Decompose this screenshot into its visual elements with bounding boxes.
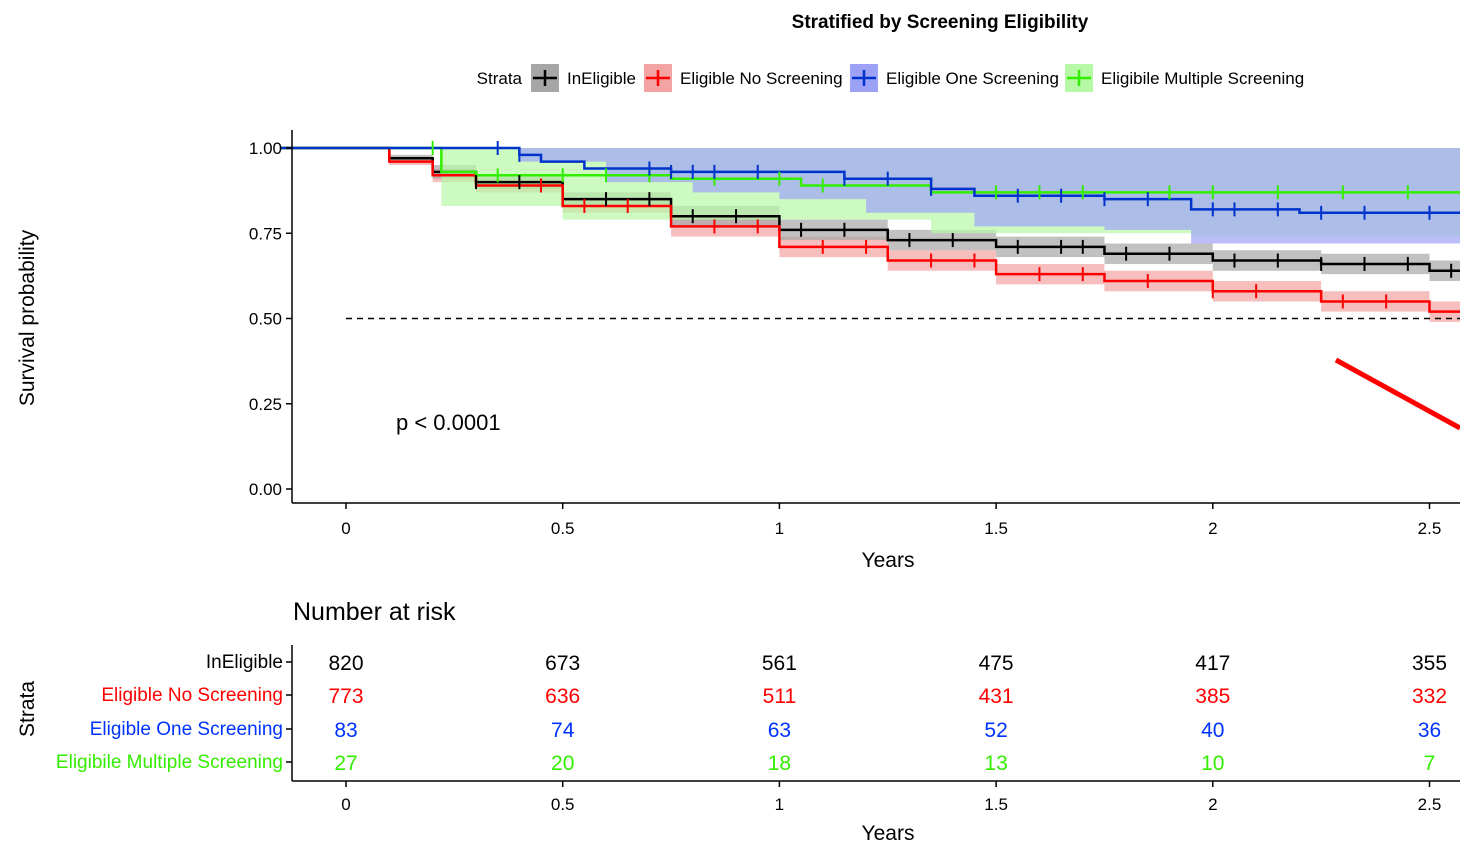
risk-row-ineligible: InEligible820673561475417355302266216176… [206, 652, 1447, 675]
y-tick-label: 1.00 [249, 139, 282, 158]
ci-band-eligible-no-screening [280, 148, 1460, 322]
legend-label: Eligibile Multiple Screening [1101, 69, 1304, 88]
risk-count: 511 [763, 685, 796, 708]
x-tick-label: 2 [1208, 519, 1217, 538]
risk-count: 332 [1412, 685, 1447, 708]
legend-title: Strata [477, 69, 523, 88]
censor-marks [431, 141, 1453, 309]
risk-count: 40 [1201, 719, 1224, 742]
y-tick-label: 0.75 [249, 224, 282, 243]
confidence-bands [280, 148, 1460, 322]
risk-count: 561 [762, 652, 797, 675]
legend-item-eligible-no-screening: Eligible No Screening [644, 64, 843, 92]
chart-title: Stratified by Screening Eligibility [792, 12, 1089, 33]
median-reference-lines [346, 317, 1460, 320]
legend: Strata InEligible Eligible No Screening El… [477, 64, 1304, 92]
risk-count: 417 [1195, 652, 1230, 675]
risk-count: 820 [328, 652, 363, 675]
x-tick-label: 1.5 [984, 795, 1008, 814]
risk-table-x-ticks: 00.511.522.533.544.55 [341, 781, 1442, 814]
legend-item-ineligible: InEligible [531, 64, 636, 92]
y-axis-ticks: 0.00 0.25 0.50 0.75 1.00 [249, 139, 292, 499]
risk-table-y-label: Strata [16, 681, 39, 737]
risk-count: 74 [551, 719, 575, 742]
survival-curve-eligibile-multiple-screening [280, 146, 1460, 194]
y-tick-label: 0.00 [249, 480, 282, 499]
risk-table-rows: InEligible820673561475417355302266216176… [56, 652, 1447, 775]
risk-table-title: Number at risk [293, 598, 456, 626]
risk-count: 475 [979, 652, 1014, 675]
risk-count: 773 [328, 685, 363, 708]
risk-count: 18 [768, 752, 791, 775]
x-tick-label: 0.5 [551, 519, 575, 538]
x-tick-label: 2 [1208, 795, 1217, 814]
risk-row-label: InEligible [206, 652, 283, 673]
risk-count: 431 [979, 685, 1014, 708]
risk-row-eligible-one-screening: Eligible One Screening837463524036282017… [90, 719, 1441, 742]
x-tick-label: 2.5 [1418, 519, 1442, 538]
x-tick-label: 0 [341, 795, 350, 814]
y-axis-label: Survival probability [16, 229, 39, 406]
y-tick-label: 0.25 [249, 395, 282, 414]
risk-count: 10 [1201, 752, 1224, 775]
ci-band-eligible-one-screening [280, 148, 1460, 244]
risk-count: 13 [984, 752, 1007, 775]
legend-label: Eligible One Screening [886, 69, 1059, 88]
risk-count: 83 [334, 719, 357, 742]
risk-count: 7 [1424, 752, 1436, 775]
p-value-annotation: p < 0.0001 [396, 410, 501, 435]
risk-row-label: Eligible No Screening [101, 685, 283, 706]
x-axis-ticks: 00.511.522.533.544.55 [341, 503, 1442, 538]
x-axis-label: Years [862, 549, 915, 572]
risk-count: 636 [545, 685, 580, 708]
x-tick-label: 1 [775, 795, 784, 814]
annotation-arrow [1334, 357, 1460, 431]
risk-count: 27 [334, 752, 357, 775]
legend-item-eligible-one-screening: Eligible One Screening [850, 64, 1059, 92]
risk-count: 36 [1418, 719, 1441, 742]
plot-area: 0.000.250.500.751.00 00.511.522.533.544.… [16, 130, 1460, 572]
risk-row-eligible-no-screening: Eligible No Screening7736365114313853322… [101, 685, 1447, 708]
ci-band-ineligible [280, 148, 1460, 281]
risk-row-label: Eligibile Multiple Screening [56, 752, 283, 773]
survival-curve-eligible-no-screening [280, 146, 1460, 313]
legend-items: InEligible Eligible No Screening Eligible … [531, 64, 1304, 92]
x-tick-label: 2.5 [1418, 795, 1442, 814]
x-tick-label: 0 [341, 519, 350, 538]
legend-item-eligibile-multiple-screening: Eligibile Multiple Screening [1065, 64, 1304, 92]
x-tick-label: 1 [775, 519, 784, 538]
risk-count: 20 [551, 752, 574, 775]
risk-count: 355 [1412, 652, 1447, 675]
risk-count: 52 [984, 719, 1007, 742]
risk-table: Number at risk Strata InEligible 820 673 56… [16, 598, 1460, 845]
y-tick-label: 0.50 [249, 310, 282, 329]
risk-count: 63 [768, 719, 791, 742]
x-tick-label: 0.5 [551, 795, 575, 814]
risk-table-x-axis-label: Years [862, 822, 915, 845]
legend-label: Eligible No Screening [680, 69, 843, 88]
risk-row-label: Eligible One Screening [90, 719, 283, 740]
risk-count: 673 [545, 652, 580, 675]
x-tick-label: 1.5 [984, 519, 1008, 538]
risk-row-eligibile-multiple-screening: Eligibile Multiple Screening272018131077… [56, 752, 1436, 775]
legend-label: InEligible [567, 69, 636, 88]
risk-count: 385 [1195, 685, 1230, 708]
